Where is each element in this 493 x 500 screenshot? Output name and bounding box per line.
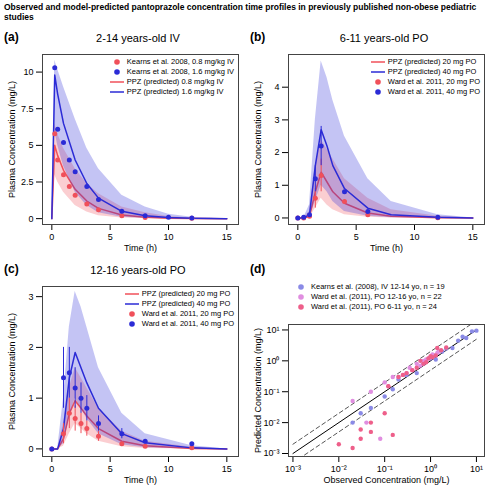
html-text:(b): (b) bbox=[250, 30, 266, 44]
html-text:(c): (c) bbox=[4, 262, 19, 276]
svg-text:15: 15 bbox=[222, 232, 232, 242]
svg-text:0: 0 bbox=[274, 213, 279, 223]
html-text:PPZ (predicted) 0.8 mg/kg IV: PPZ (predicted) 0.8 mg/kg IV bbox=[126, 77, 224, 86]
svg-text:10⁻²: 10⁻² bbox=[331, 464, 347, 474]
svg-text:Time (h): Time (h) bbox=[124, 243, 157, 253]
html-text:PPZ (predicted) 40 mg PO: PPZ (predicted) 40 mg PO bbox=[141, 299, 231, 308]
svg-text:Plasma Concentration (mg/L): Plasma Concentration (mg/L) bbox=[7, 313, 17, 430]
svg-text:1: 1 bbox=[28, 393, 33, 403]
html-text:Ward et al. 2011, 40 mg PO: Ward et al. 2011, 40 mg PO bbox=[141, 319, 234, 328]
svg-text:Plasma Concentration (mg/L): Plasma Concentration (mg/L) bbox=[7, 81, 17, 198]
svg-text:2.5: 2.5 bbox=[21, 177, 34, 187]
svg-text:15: 15 bbox=[468, 232, 478, 242]
html-text:(a): (a) bbox=[4, 30, 19, 44]
svg-text:10: 10 bbox=[163, 464, 173, 474]
html-text:2-14 years-old IV: 2-14 years-old IV bbox=[96, 32, 180, 44]
html-text:6-11 years-old PO: 6-11 years-old PO bbox=[339, 32, 429, 44]
html-text:PPZ (predicted) 20 mg PO: PPZ (predicted) 20 mg PO bbox=[141, 289, 231, 298]
svg-text:Time (h): Time (h) bbox=[370, 243, 403, 253]
svg-text:10⁰: 10⁰ bbox=[266, 356, 279, 366]
svg-text:10: 10 bbox=[409, 232, 419, 242]
svg-text:2: 2 bbox=[274, 147, 279, 157]
svg-text:10¹: 10¹ bbox=[470, 464, 483, 474]
svg-text:0: 0 bbox=[28, 214, 33, 224]
svg-text:0: 0 bbox=[49, 232, 54, 242]
html-text:Ward et al. 2011, 20 mg PO: Ward et al. 2011, 20 mg PO bbox=[387, 77, 480, 86]
svg-text:0: 0 bbox=[28, 444, 33, 454]
html-text:(d): (d) bbox=[250, 262, 266, 276]
html-text:Observed and model-predicted p: Observed and model-predicted pantoprazol… bbox=[4, 2, 477, 22]
html-text:Kearns et al. 2008, 0.8 mg/kg: Kearns et al. 2008, 0.8 mg/kg IV bbox=[126, 57, 234, 66]
svg-text:1: 1 bbox=[274, 180, 279, 190]
html-text:Ward et al. 2011, 40 mg PO: Ward et al. 2011, 40 mg PO bbox=[387, 87, 480, 96]
svg-text:10: 10 bbox=[23, 67, 33, 77]
html-text:Ward et al. (2011), PO 6-11 yo: Ward et al. (2011), PO 6-11 yo, n = 24 bbox=[311, 302, 437, 311]
html-text:Ward et al. 2011, 20 mg PO: Ward et al. 2011, 20 mg PO bbox=[141, 309, 234, 318]
svg-text:0: 0 bbox=[49, 464, 54, 474]
html-text:PPZ (predicted) 20 mg PO: PPZ (predicted) 20 mg PO bbox=[387, 57, 477, 66]
svg-text:10⁻³: 10⁻³ bbox=[285, 464, 301, 474]
svg-text:5: 5 bbox=[108, 464, 113, 474]
svg-text:3: 3 bbox=[274, 115, 279, 125]
svg-text:0: 0 bbox=[295, 232, 300, 242]
html-text:Ward et al. (2011), PO 12-16 y: Ward et al. (2011), PO 12-16 yo, n = 22 bbox=[311, 292, 442, 301]
html-text:PPZ (predicted) 40 mg PO: PPZ (predicted) 40 mg PO bbox=[387, 67, 477, 76]
html-text:Kearns et al. 2008, 1.6 mg/kg: Kearns et al. 2008, 1.6 mg/kg IV bbox=[126, 67, 234, 76]
svg-text:10⁻¹: 10⁻¹ bbox=[263, 387, 279, 397]
svg-text:10: 10 bbox=[163, 232, 173, 242]
svg-text:10⁰: 10⁰ bbox=[424, 464, 437, 474]
svg-text:3: 3 bbox=[28, 292, 33, 302]
svg-text:5: 5 bbox=[354, 232, 359, 242]
svg-text:5: 5 bbox=[108, 232, 113, 242]
svg-text:15: 15 bbox=[222, 464, 232, 474]
svg-text:10⁻³: 10⁻³ bbox=[263, 448, 279, 458]
svg-text:10⁻²: 10⁻² bbox=[263, 417, 279, 427]
svg-text:10¹: 10¹ bbox=[266, 325, 279, 335]
html-text:Kearns et al. (2008), IV 12-14: Kearns et al. (2008), IV 12-14 yo, n = 1… bbox=[311, 282, 445, 291]
svg-text:7.5: 7.5 bbox=[21, 104, 34, 114]
html-text:12-16 years-old PO: 12-16 years-old PO bbox=[90, 264, 186, 276]
svg-text:4: 4 bbox=[274, 82, 279, 92]
svg-text:Predicted Concentration (mg/L): Predicted Concentration (mg/L) bbox=[253, 328, 263, 453]
svg-text:Observed Concentration (mg/L): Observed Concentration (mg/L) bbox=[323, 475, 449, 485]
html-text:PPZ (predicted) 1.6 mg/kg IV: PPZ (predicted) 1.6 mg/kg IV bbox=[126, 87, 224, 96]
svg-text:Plasma Concentration (mg/L): Plasma Concentration (mg/L) bbox=[253, 81, 263, 198]
svg-text:Time (h): Time (h) bbox=[124, 475, 157, 485]
svg-text:5: 5 bbox=[28, 140, 33, 150]
svg-text:10⁻¹: 10⁻¹ bbox=[377, 464, 393, 474]
svg-text:2: 2 bbox=[28, 342, 33, 352]
